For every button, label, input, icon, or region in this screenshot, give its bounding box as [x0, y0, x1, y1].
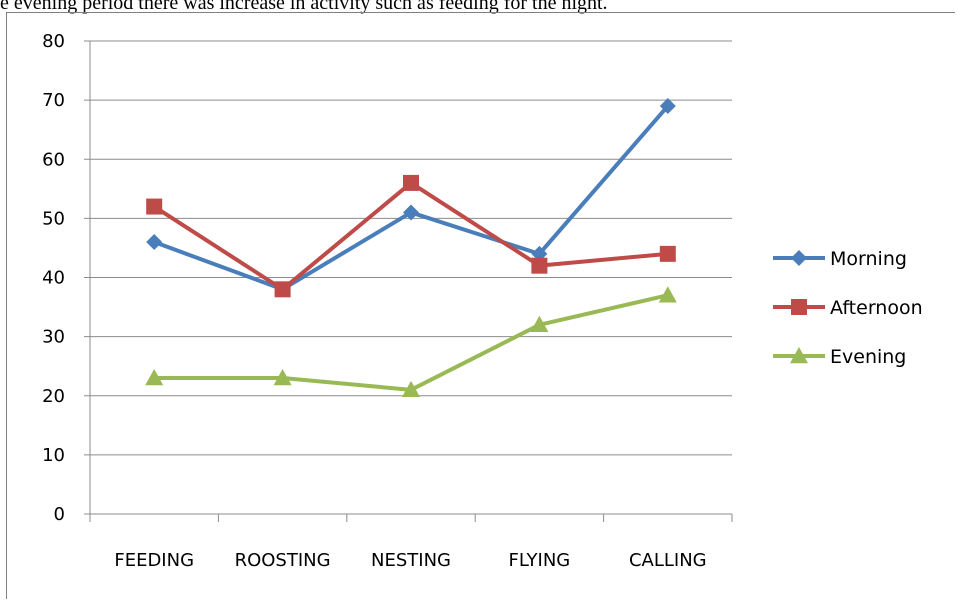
square-marker: [659, 245, 676, 262]
triangle-marker: [790, 347, 808, 364]
x-category-label: CALLING: [629, 550, 707, 571]
x-category-label: FLYING: [509, 550, 571, 571]
diamond-marker: [403, 204, 419, 221]
gridlines: [90, 40, 732, 456]
y-tick-label: 70: [42, 90, 65, 111]
series-line: [154, 293, 669, 392]
diamond-marker: [146, 234, 163, 251]
chart-frame: [6, 12, 955, 599]
legend-item-afternoon: Afternoon: [773, 297, 923, 319]
y-tick-label: 50: [42, 208, 65, 229]
triangle-marker: [402, 380, 420, 398]
diamond-marker: [659, 98, 676, 115]
diamond-marker: [791, 250, 807, 266]
triangle-marker: [658, 286, 677, 303]
series-afternoon: [146, 174, 676, 298]
triangle-marker: [273, 369, 292, 386]
y-tick-label: 40: [42, 268, 65, 289]
triangle-marker: [530, 315, 549, 332]
y-tick-labels: 0 10 20 30 40 50 60 70 80: [42, 31, 65, 525]
legend: Morning Afternoon Evening: [773, 248, 923, 368]
x-category-labels: FEEDING ROOSTING NESTING FLYING CALLING: [114, 550, 706, 571]
y-tick-label: 20: [42, 386, 65, 407]
series-morning: [146, 98, 676, 298]
square-marker: [146, 198, 163, 215]
legend-item-morning: Morning: [773, 248, 907, 270]
y-tick-label: 80: [42, 31, 65, 52]
triangle-marker: [145, 369, 164, 386]
y-tick-label: 10: [42, 445, 65, 466]
legend-label: Morning: [830, 248, 907, 270]
axes: [84, 40, 733, 522]
legend-label: Evening: [830, 346, 906, 368]
square-marker: [531, 257, 548, 274]
x-category-label: ROOSTING: [235, 550, 331, 571]
square-marker: [403, 174, 419, 191]
caption-text: e evening period there was increase in a…: [0, 0, 608, 14]
series-lines: [145, 98, 677, 398]
legend-label: Afternoon: [830, 297, 923, 319]
legend-item-evening: Evening: [773, 346, 906, 368]
series-evening: [145, 286, 677, 398]
x-category-label: NESTING: [371, 550, 451, 571]
series-line: [153, 180, 668, 292]
square-marker: [791, 299, 807, 315]
y-tick-label: 0: [54, 504, 65, 525]
y-tick-label: 60: [42, 149, 65, 170]
x-category-label: FEEDING: [114, 550, 194, 571]
y-tick-label: 30: [42, 327, 65, 348]
square-marker: [274, 281, 291, 298]
